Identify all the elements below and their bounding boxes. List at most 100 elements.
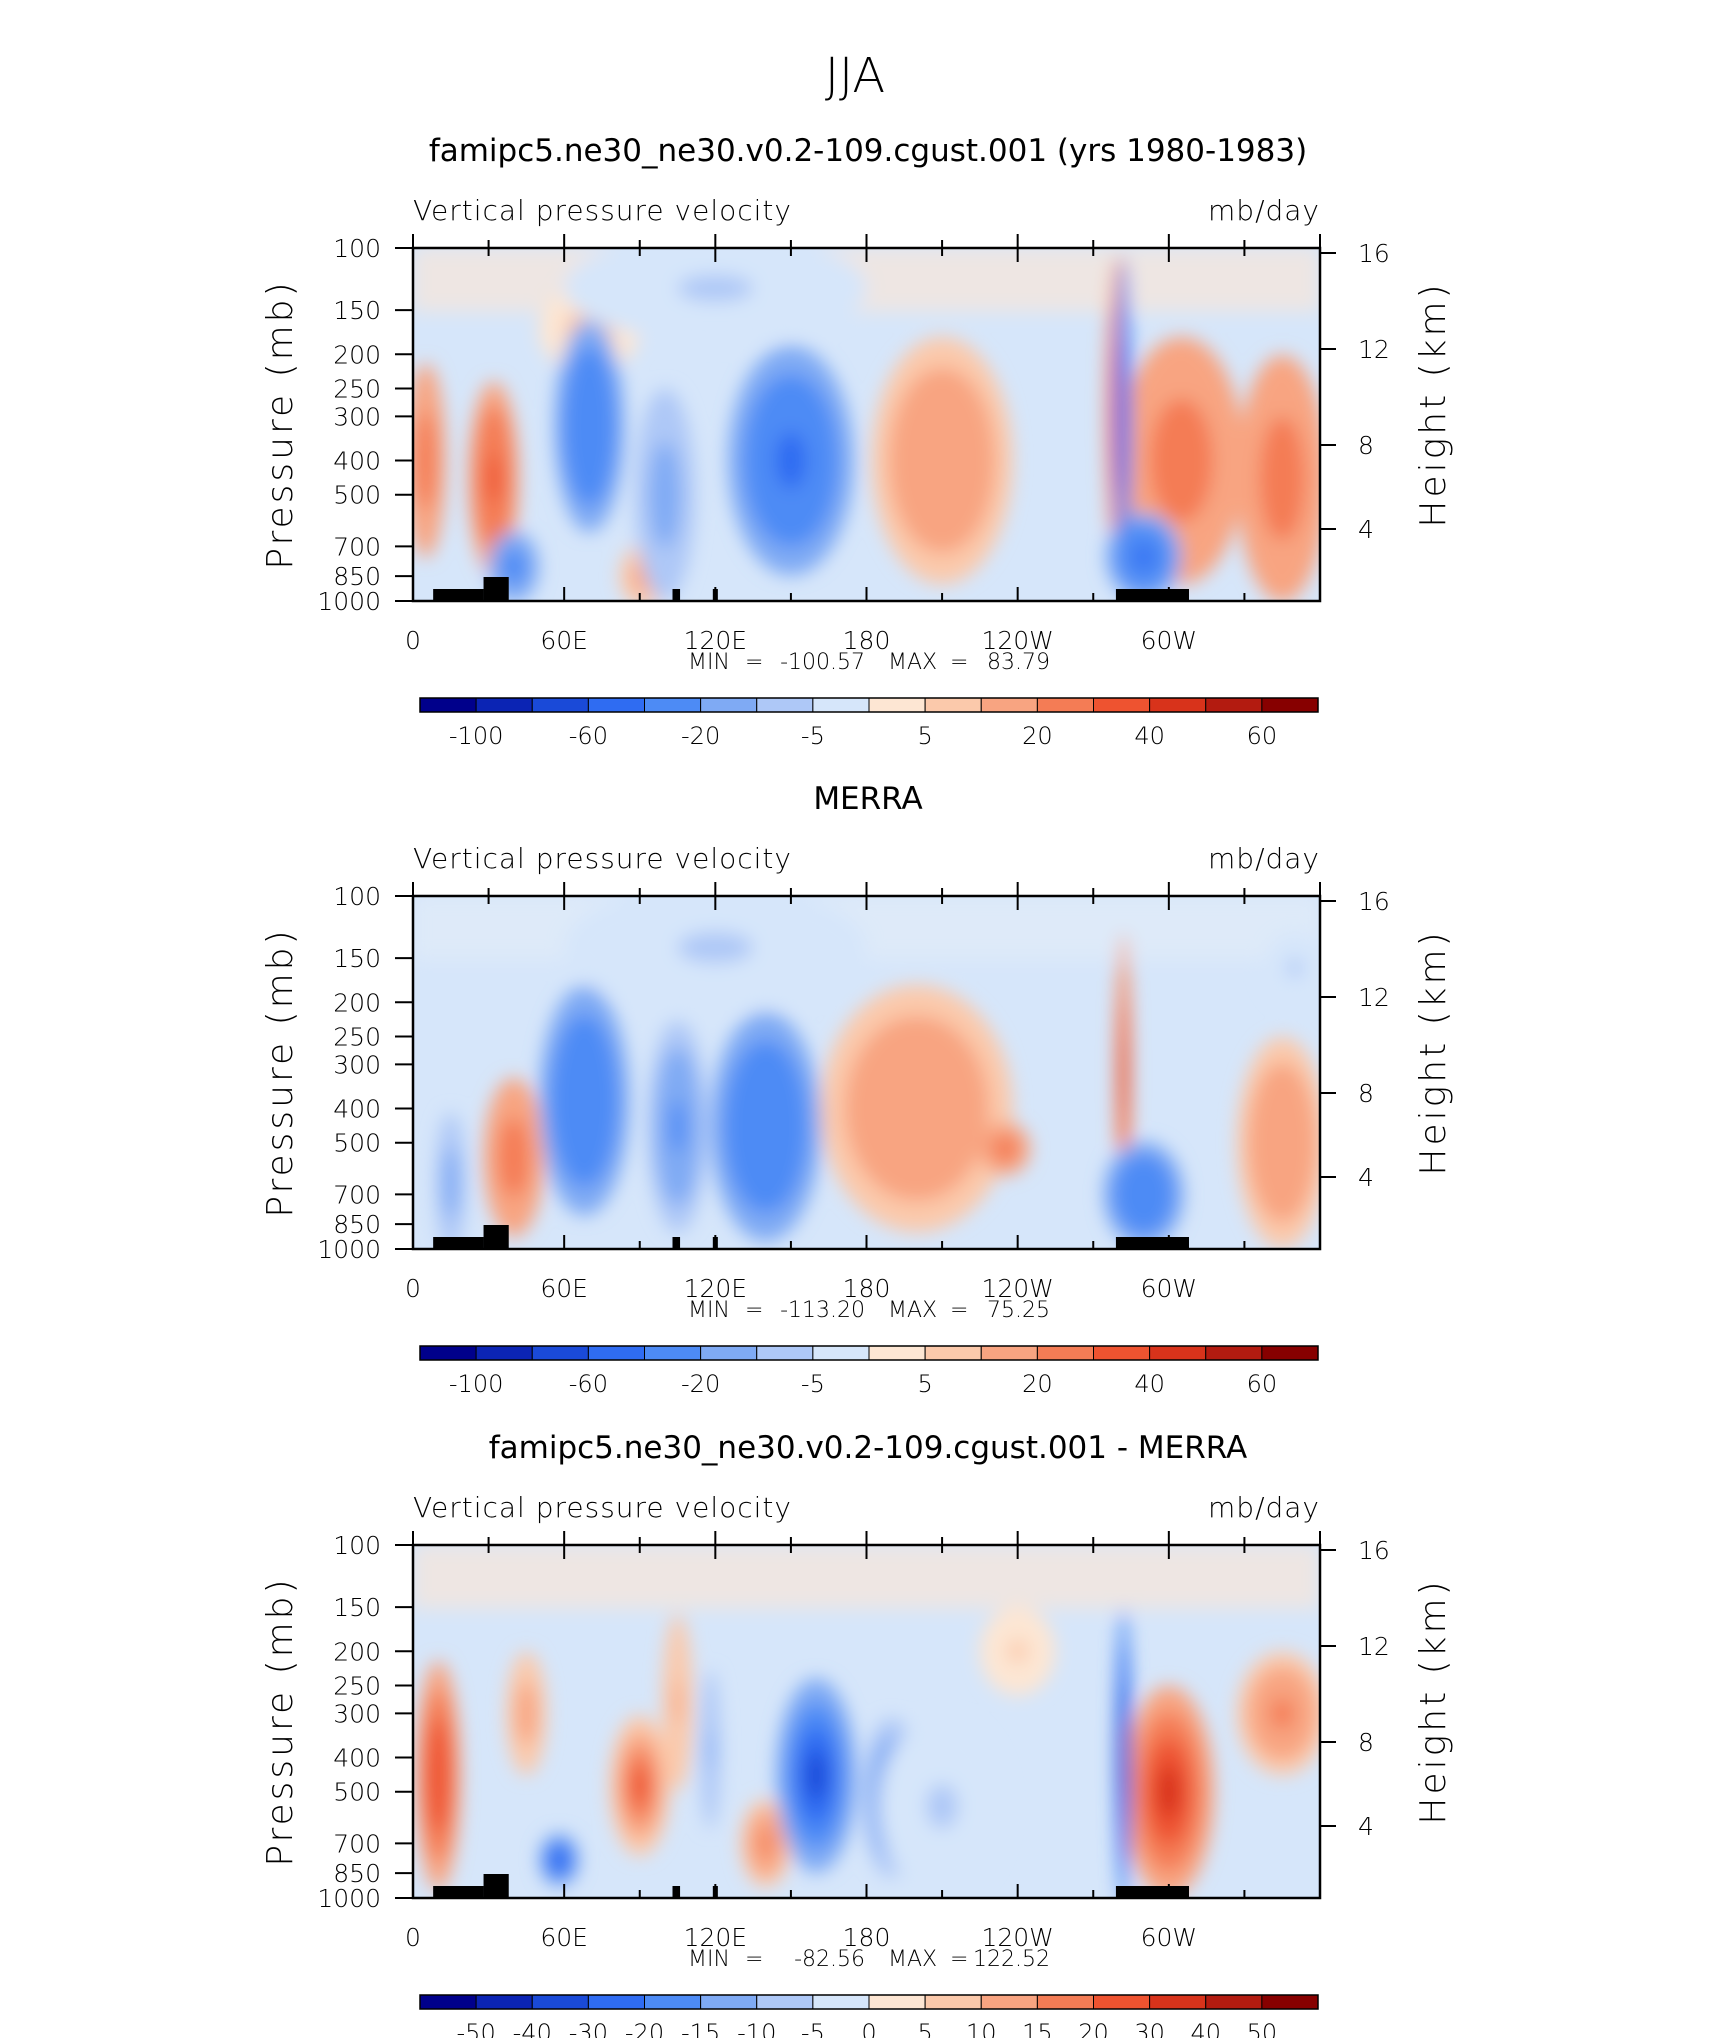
colorbar-label: -60 [569, 1370, 608, 1398]
positive-region [420, 436, 431, 485]
topography-mask [672, 1237, 681, 1249]
y-tick-label: 100 [333, 882, 381, 911]
colorbar-label: -100 [449, 722, 503, 750]
colorbar-swatch [419, 1345, 477, 1361]
units-label: mb/day [1208, 842, 1320, 875]
topography-mask [672, 1886, 681, 1898]
y-tick-label: 1000 [317, 587, 381, 616]
colorbar-swatch [1093, 1345, 1151, 1361]
max-value: 122.52 [973, 1947, 1050, 1972]
max-label: MAX [888, 1947, 937, 1972]
colorbar-label: 20 [1078, 2019, 1109, 2038]
y2-axis-title: Height (km) [1413, 929, 1454, 1175]
colorbar-swatch [980, 1994, 1038, 2010]
min-label: MIN [688, 1298, 730, 1323]
y2-tick-label: 12 [1358, 983, 1390, 1012]
y2-tick-label: 16 [1358, 239, 1390, 268]
colorbar-label: -5 [801, 1370, 825, 1398]
topography-mask [433, 589, 484, 601]
y-axis-title: Pressure (mb) [260, 279, 301, 569]
variable-label: Vertical pressure velocity [413, 1491, 792, 1524]
colorbar-label: 5 [917, 1370, 932, 1398]
y-tick-label: 100 [333, 234, 381, 263]
y-tick-label: 850 [333, 562, 381, 591]
positive-region [1165, 429, 1198, 492]
y-tick-label: 700 [333, 532, 381, 561]
colorbar-swatch [1261, 1994, 1319, 2010]
colorbar-swatch [531, 697, 589, 713]
x-tick-label: 120E [684, 626, 748, 655]
colorbar-swatch [756, 1345, 814, 1361]
positive-region [432, 1746, 444, 1805]
panel-3: famipc5.ne30_ne30.v0.2-109.cgust.001 - M… [260, 1430, 1454, 2038]
positive-region [759, 1832, 773, 1855]
colorbar-swatch [1036, 1994, 1094, 2010]
x-tick-label: 0 [405, 626, 421, 655]
colorbar-swatch [756, 697, 814, 713]
colorbar-swatch [1261, 697, 1319, 713]
x-tick-label: 60E [540, 626, 588, 655]
colorbar-swatch [1036, 697, 1094, 713]
positive-region [998, 1142, 1012, 1156]
negative-region [669, 1100, 686, 1154]
colorbar-swatch [756, 1994, 814, 2010]
topography-mask [672, 589, 681, 601]
x-tick-label: 120W [981, 1923, 1053, 1952]
panel-title: MERRA [813, 781, 922, 817]
positive-region [1270, 447, 1294, 510]
y2-tick-label: 8 [1358, 1728, 1374, 1757]
x-tick-label: 180 [843, 1274, 891, 1303]
y-tick-label: 200 [333, 1637, 381, 1666]
positive-region [521, 1697, 532, 1729]
colorbar-label: -20 [681, 1370, 720, 1398]
y-tick-label: 1000 [317, 1235, 381, 1264]
max-value: 75.25 [987, 1298, 1050, 1323]
colorbar-frame [419, 1994, 1319, 2010]
positive-region [1008, 1640, 1028, 1663]
min-equals: = [745, 1298, 763, 1323]
topography-mask [1115, 1886, 1189, 1898]
colorbar-swatch [1036, 1345, 1094, 1361]
x-tick-label: 120W [981, 626, 1053, 655]
y2-tick-label: 4 [1358, 1163, 1374, 1192]
colorbar-swatch [924, 1994, 982, 2010]
y2-tick-label: 16 [1358, 1536, 1390, 1565]
y-tick-label: 700 [333, 1180, 381, 1209]
negative-region [806, 1751, 827, 1800]
y-tick-label: 850 [333, 1210, 381, 1239]
colorbar-swatch [419, 1994, 477, 2010]
y2-tick-label: 12 [1358, 1632, 1390, 1661]
positive-region [1121, 1039, 1126, 1110]
contour-field [413, 1545, 1320, 1898]
x-tick-label: 180 [843, 626, 891, 655]
field-regions [413, 896, 1320, 1249]
x-tick-label: 120E [684, 1274, 748, 1303]
colorbar-swatch [1093, 1994, 1151, 2010]
y2-axis-title: Height (km) [1413, 281, 1454, 527]
colorbar-swatch [587, 1994, 645, 2010]
y-tick-label: 500 [333, 481, 381, 510]
y-tick-label: 300 [333, 1050, 381, 1079]
negative-region [707, 1729, 713, 1770]
negative-region [447, 1165, 455, 1201]
y-tick-label: 500 [333, 1129, 381, 1158]
colorbar-frame [419, 697, 1319, 713]
colorbar-label: -40 [513, 2019, 552, 2038]
colorbar-frame [419, 1345, 1319, 1361]
max-value: 83.79 [987, 650, 1050, 675]
positive-region [1270, 1697, 1294, 1729]
variable-label: Vertical pressure velocity [413, 194, 792, 227]
colorbar-label: 30 [1134, 2019, 1165, 2038]
y-tick-label: 250 [333, 1022, 381, 1051]
negative-region [507, 557, 521, 576]
colorbar-label: 20 [1022, 1370, 1053, 1398]
x-tick-label: 60E [540, 1923, 588, 1952]
negative-region [775, 431, 807, 490]
negative-region [751, 1097, 780, 1156]
field-regions [413, 1545, 1320, 1898]
x-tick-label: 60W [1141, 1923, 1198, 1952]
topography-mask [483, 577, 509, 601]
contour-field [413, 896, 1320, 1249]
min-value: -82.56 [794, 1947, 865, 1972]
